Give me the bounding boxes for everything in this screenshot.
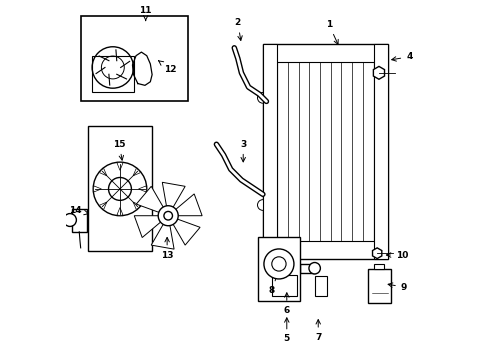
Circle shape (158, 206, 178, 226)
Text: 9: 9 (388, 283, 407, 292)
Circle shape (92, 47, 134, 88)
Wedge shape (99, 202, 107, 209)
Text: 14: 14 (69, 206, 89, 215)
Text: 3: 3 (240, 140, 246, 162)
Bar (81, 16, 188, 102)
Bar (368, 269, 392, 303)
Bar (263, 44, 388, 258)
Bar (373, 264, 384, 269)
Text: 8: 8 (269, 273, 278, 295)
Wedge shape (117, 162, 123, 170)
Bar (88, 126, 152, 251)
Text: 6: 6 (284, 293, 290, 315)
Wedge shape (99, 168, 107, 176)
Text: 1: 1 (326, 20, 338, 44)
Polygon shape (173, 219, 200, 245)
Circle shape (264, 249, 294, 279)
Bar (315, 276, 327, 296)
Bar (72, 208, 87, 232)
Text: 4: 4 (392, 52, 413, 61)
Circle shape (93, 162, 147, 216)
Text: 2: 2 (235, 18, 242, 40)
Circle shape (101, 56, 124, 79)
Polygon shape (162, 182, 185, 207)
Circle shape (272, 257, 286, 271)
Bar (277, 62, 373, 241)
Circle shape (258, 200, 268, 210)
Wedge shape (133, 168, 140, 176)
Circle shape (109, 177, 131, 201)
Wedge shape (139, 186, 147, 192)
Bar (92, 56, 134, 92)
Polygon shape (151, 224, 174, 249)
Wedge shape (94, 186, 101, 192)
Polygon shape (136, 186, 163, 212)
Circle shape (309, 262, 320, 274)
Polygon shape (176, 194, 202, 216)
Bar (272, 275, 297, 296)
Text: 13: 13 (161, 238, 173, 260)
Circle shape (164, 211, 172, 220)
Text: 12: 12 (159, 61, 176, 74)
Wedge shape (133, 202, 140, 209)
Polygon shape (134, 216, 161, 238)
Bar (300, 264, 315, 273)
Bar (263, 44, 277, 258)
Text: 5: 5 (284, 318, 290, 343)
Text: 10: 10 (387, 251, 408, 260)
Circle shape (258, 93, 268, 103)
Text: 11: 11 (140, 6, 152, 21)
Bar (258, 237, 300, 301)
Bar (373, 44, 388, 258)
Circle shape (64, 213, 76, 226)
Wedge shape (117, 207, 123, 215)
Text: 15: 15 (113, 140, 125, 160)
Text: 7: 7 (315, 320, 321, 342)
